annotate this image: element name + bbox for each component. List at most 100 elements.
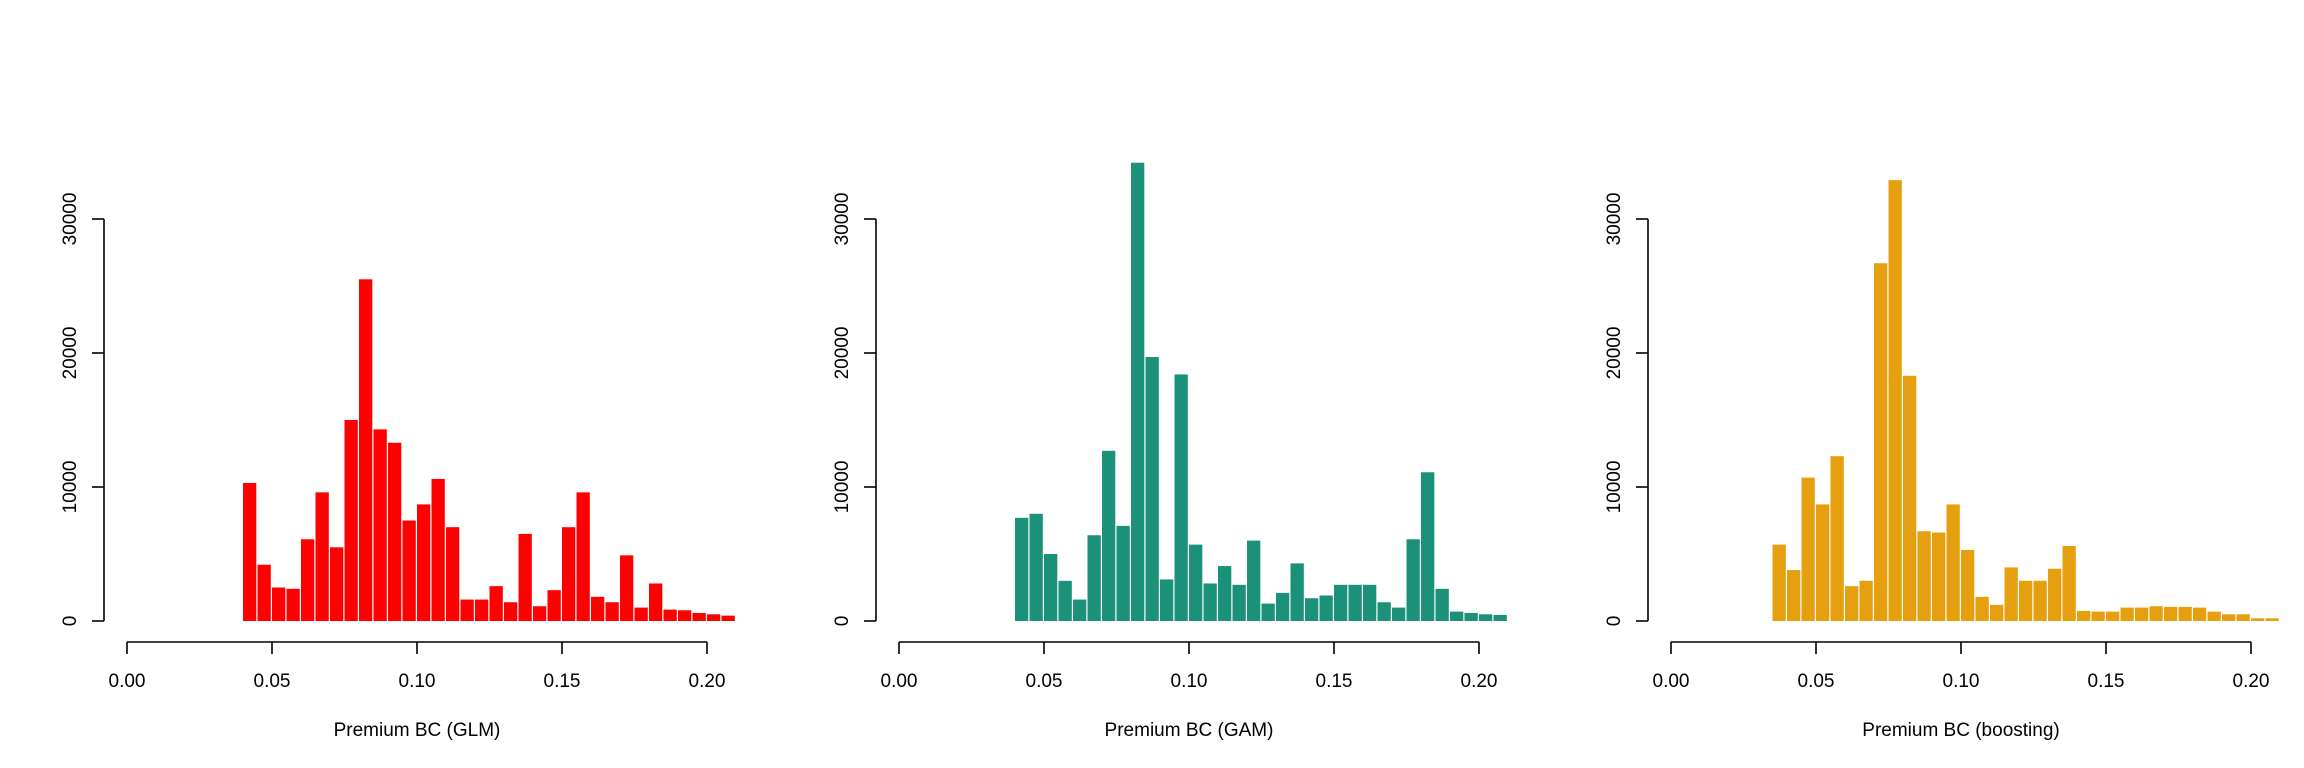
histogram-bar [1290, 563, 1304, 621]
y-tick-label: 0 [1604, 616, 1625, 627]
histogram-bar [649, 583, 663, 621]
histogram-bar [620, 555, 634, 621]
x-tick-label: 0.15 [2088, 671, 2125, 692]
histogram-bar [1160, 579, 1174, 621]
histogram-bar [1932, 532, 1946, 621]
y-tick-label: 30000 [60, 193, 81, 246]
histogram-bar [1348, 584, 1362, 621]
histogram-bar [475, 599, 489, 621]
histogram-bar [2178, 606, 2192, 621]
histogram-bar [1946, 504, 1960, 621]
histogram-bar [1232, 584, 1246, 621]
histogram-bar [2149, 606, 2163, 621]
histogram-bar [1058, 580, 1072, 621]
histogram-bar [1772, 544, 1786, 621]
histogram-bar [1363, 584, 1377, 621]
histogram-bar [562, 527, 576, 621]
histogram-bar [707, 614, 721, 621]
histogram-bar [2106, 611, 2120, 621]
histogram-bar [359, 279, 373, 621]
histogram-bar [1801, 477, 1815, 621]
histogram-bar [1830, 456, 1844, 621]
x-tick-label: 0.10 [1943, 671, 1980, 692]
x-tick-label: 0.05 [254, 671, 291, 692]
histogram-bar [1029, 513, 1043, 621]
x-tick-label: 0.10 [1171, 671, 1208, 692]
histogram-bar [1421, 472, 1435, 621]
histogram-bar [1406, 539, 1420, 621]
histogram-bar [2193, 607, 2207, 621]
histogram-bar [1493, 614, 1507, 621]
histogram-bar [460, 599, 474, 621]
x-axis-title: Premium BC (boosting) [1862, 720, 2059, 741]
histogram-bar [1464, 612, 1478, 621]
histogram-bar [2164, 606, 2178, 621]
histogram-bar [301, 539, 315, 621]
y-tick-label: 10000 [60, 461, 81, 514]
histogram-bar [1305, 598, 1319, 621]
histogram-bar [1319, 595, 1333, 621]
y-tick-label: 10000 [832, 461, 853, 514]
histogram-bar [1975, 596, 1989, 621]
histogram-bar [605, 602, 619, 621]
histogram-bar [257, 564, 271, 621]
x-tick-label: 0.20 [689, 671, 726, 692]
histogram-bar [721, 615, 735, 621]
histogram-bar [2222, 614, 2236, 621]
histogram-bar [2062, 545, 2076, 621]
histogram-bar [547, 590, 561, 621]
histogram-bar [1903, 375, 1917, 621]
y-tick-label: 20000 [832, 327, 853, 380]
histogram-bar [330, 547, 344, 621]
histogram-bar [286, 588, 300, 621]
histogram-bar [1435, 588, 1449, 621]
histogram-bar [1145, 357, 1159, 621]
histogram-bar [1888, 180, 1902, 621]
histogram-bar [1261, 603, 1275, 621]
histogram-bar [1990, 604, 2004, 621]
y-tick-label: 20000 [1604, 327, 1625, 380]
histogram-bar [1816, 504, 1830, 621]
y-tick-label: 10000 [1604, 461, 1625, 514]
histogram-bar [1479, 614, 1493, 621]
histogram-bar [2004, 567, 2018, 621]
histogram-bar [1015, 517, 1029, 621]
histogram-bar [1218, 566, 1232, 621]
histogram-bar [678, 610, 692, 621]
histogram-bar [1377, 602, 1391, 621]
histogram-bar [344, 420, 358, 621]
histogram-bar [2120, 607, 2134, 621]
histogram-bar [504, 602, 518, 621]
x-tick-label: 0.05 [1798, 671, 1835, 692]
histogram-bar [2077, 610, 2091, 621]
histogram-bar [2207, 611, 2221, 621]
histogram-bar [1189, 544, 1203, 621]
histogram-bar [1392, 607, 1406, 621]
histogram-bar [1787, 570, 1801, 621]
histogram-bar [1247, 540, 1261, 621]
x-tick-label: 0.20 [1461, 671, 1498, 692]
histogram-bar [2048, 568, 2062, 621]
x-tick-label: 0.00 [881, 671, 918, 692]
y-tick-label: 20000 [60, 327, 81, 380]
histogram-panel-2: 0 10000 20000 30000 0.00 0.05 0.10 0.15 0.20 Prem… [832, 162, 1507, 741]
y-tick-label: 30000 [1604, 193, 1625, 246]
histogram-bar [402, 520, 416, 621]
histogram-bar [2033, 580, 2047, 621]
histogram-bar [1334, 584, 1348, 621]
histogram-bar [2265, 618, 2279, 621]
x-tick-label: 0.00 [1653, 671, 1690, 692]
histogram-bar [2135, 607, 2149, 621]
histogram-bar [1102, 450, 1116, 621]
histogram-bar [1276, 592, 1290, 621]
histogram-bar [1845, 586, 1859, 621]
histogram-bar [1087, 535, 1101, 621]
x-axis-title: Premium BC (GLM) [334, 720, 501, 741]
histogram-bar [373, 429, 387, 621]
histogram-bar [634, 607, 648, 621]
histogram-bar [1450, 611, 1464, 621]
histogram-bar [1917, 531, 1931, 621]
histogram-bar [692, 612, 706, 621]
histogram-bar [591, 596, 605, 621]
